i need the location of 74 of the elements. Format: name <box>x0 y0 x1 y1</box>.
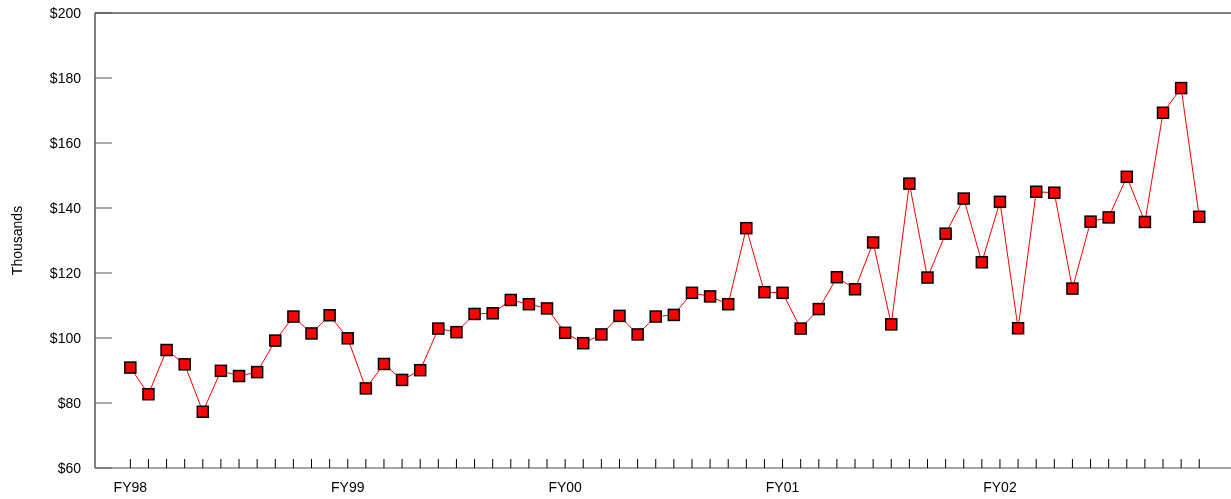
point <box>1048 186 1061 199</box>
y-axis-title: Thousands <box>9 205 25 276</box>
point <box>142 387 155 401</box>
point <box>758 285 771 299</box>
point <box>214 364 228 378</box>
point <box>323 309 336 322</box>
point <box>885 318 898 331</box>
point <box>613 309 626 323</box>
point <box>341 332 354 345</box>
point <box>740 221 753 235</box>
point <box>1193 210 1206 224</box>
point <box>649 310 662 323</box>
point <box>1102 211 1115 224</box>
point <box>540 302 554 315</box>
point <box>160 343 173 357</box>
point <box>468 307 481 321</box>
point <box>921 271 934 284</box>
point <box>975 256 989 269</box>
point <box>1066 282 1079 295</box>
point <box>1174 81 1188 95</box>
point <box>848 283 862 296</box>
point <box>685 286 699 300</box>
point <box>577 336 590 350</box>
point <box>124 361 137 374</box>
point <box>776 286 789 300</box>
point <box>450 325 463 339</box>
point <box>703 290 717 303</box>
point <box>196 405 210 419</box>
point <box>1120 170 1134 184</box>
point <box>1011 322 1025 335</box>
point <box>866 236 880 249</box>
point <box>558 326 572 340</box>
x-tick-label: FY98 <box>113 479 148 495</box>
point <box>595 328 608 341</box>
point <box>903 177 916 190</box>
point <box>667 308 681 322</box>
x-tick-label: FY02 <box>983 479 1017 495</box>
point <box>232 369 246 383</box>
point <box>395 373 409 387</box>
point <box>269 334 282 347</box>
point <box>830 270 844 284</box>
x-tick-label: FY00 <box>548 479 583 495</box>
y-tick-label: $160 <box>49 134 82 151</box>
point <box>359 382 373 395</box>
y-tick-label: $80 <box>57 394 82 411</box>
point <box>957 192 970 205</box>
x-tick-label: FY99 <box>331 479 365 495</box>
point <box>1138 215 1152 229</box>
point <box>522 297 536 311</box>
point <box>486 307 499 320</box>
point <box>178 358 191 371</box>
point <box>377 357 391 371</box>
point <box>631 328 644 341</box>
point <box>939 227 952 240</box>
y-tick-label: $140 <box>49 199 82 216</box>
y-tick-label: $120 <box>49 264 82 281</box>
point <box>1029 185 1043 198</box>
point <box>721 297 735 311</box>
point <box>1084 215 1097 228</box>
point <box>413 363 427 377</box>
point <box>504 293 518 307</box>
y-tick-label: $200 <box>49 4 82 21</box>
point <box>250 365 264 379</box>
point <box>1156 106 1170 120</box>
point <box>993 195 1007 209</box>
point <box>794 322 807 335</box>
x-tick-label: FY01 <box>765 479 800 495</box>
point <box>305 327 318 340</box>
y-tick-label: $60 <box>57 459 82 476</box>
point <box>812 302 826 316</box>
point <box>287 310 300 323</box>
y-tick-label: $180 <box>49 69 82 86</box>
y-tick-label: $100 <box>49 329 82 346</box>
point <box>432 322 445 335</box>
